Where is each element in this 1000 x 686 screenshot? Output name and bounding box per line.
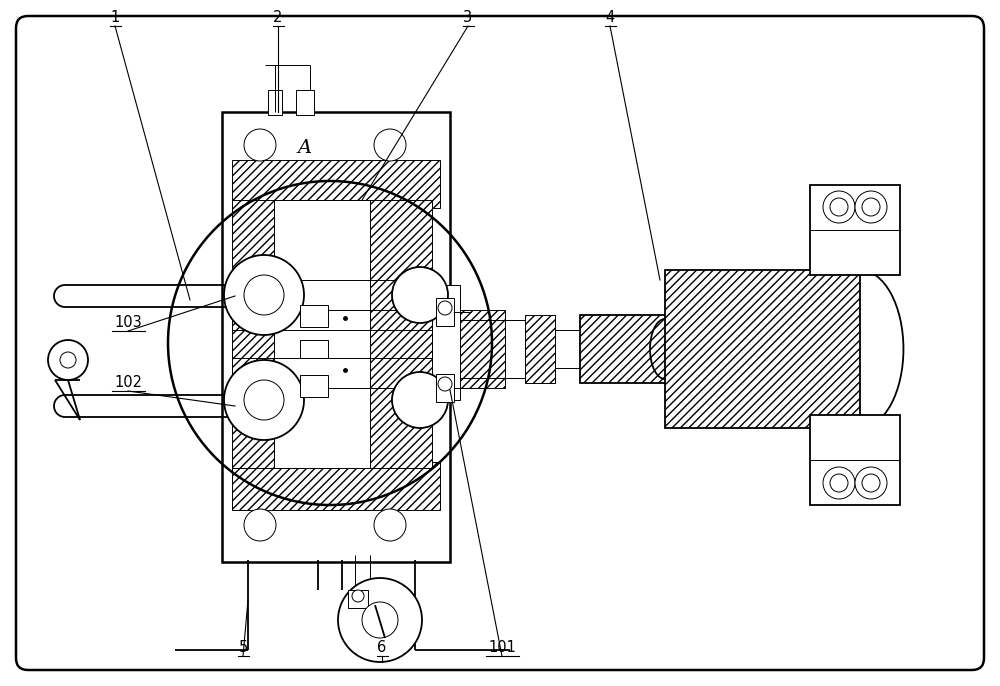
Text: 102: 102 <box>114 375 142 390</box>
Circle shape <box>60 352 76 368</box>
Bar <box>232 200 274 468</box>
Bar <box>222 112 450 562</box>
Text: 103: 103 <box>114 315 142 330</box>
Circle shape <box>862 198 880 216</box>
Text: 1: 1 <box>110 10 120 25</box>
Text: 6: 6 <box>377 640 387 655</box>
Circle shape <box>438 377 452 391</box>
Bar <box>296 90 314 115</box>
Text: 3: 3 <box>463 10 473 25</box>
Circle shape <box>244 509 276 541</box>
Circle shape <box>823 191 855 223</box>
Circle shape <box>244 380 284 420</box>
Circle shape <box>438 301 452 315</box>
Circle shape <box>374 509 406 541</box>
Circle shape <box>224 360 304 440</box>
Circle shape <box>362 602 398 638</box>
FancyBboxPatch shape <box>16 16 984 670</box>
Bar <box>436 374 454 402</box>
Bar <box>810 415 900 505</box>
Circle shape <box>392 267 448 323</box>
Bar <box>580 315 755 383</box>
Text: 101: 101 <box>488 640 516 655</box>
Bar <box>274 200 370 468</box>
Bar <box>232 462 440 510</box>
Circle shape <box>374 129 406 161</box>
Bar <box>665 270 860 428</box>
Text: A: A <box>298 139 312 157</box>
Circle shape <box>244 129 276 161</box>
Circle shape <box>862 474 880 492</box>
Bar <box>436 298 454 326</box>
Circle shape <box>224 255 304 335</box>
Circle shape <box>244 275 284 315</box>
Bar <box>300 375 328 397</box>
Bar <box>300 305 328 327</box>
Bar <box>370 200 432 468</box>
Circle shape <box>352 590 364 602</box>
Bar <box>460 310 505 388</box>
Bar <box>268 90 282 115</box>
Text: 5: 5 <box>238 640 248 655</box>
Circle shape <box>823 467 855 499</box>
Bar <box>505 320 525 378</box>
Bar <box>525 315 555 383</box>
Bar <box>348 590 368 608</box>
Bar <box>810 185 900 275</box>
Bar <box>300 340 328 358</box>
Circle shape <box>855 191 887 223</box>
Circle shape <box>855 467 887 499</box>
Bar <box>232 160 440 208</box>
Text: 4: 4 <box>605 10 615 25</box>
Circle shape <box>392 372 448 428</box>
Circle shape <box>48 340 88 380</box>
Text: 2: 2 <box>273 10 283 25</box>
Circle shape <box>338 578 422 662</box>
Circle shape <box>830 198 848 216</box>
Circle shape <box>830 474 848 492</box>
Bar <box>432 285 460 400</box>
